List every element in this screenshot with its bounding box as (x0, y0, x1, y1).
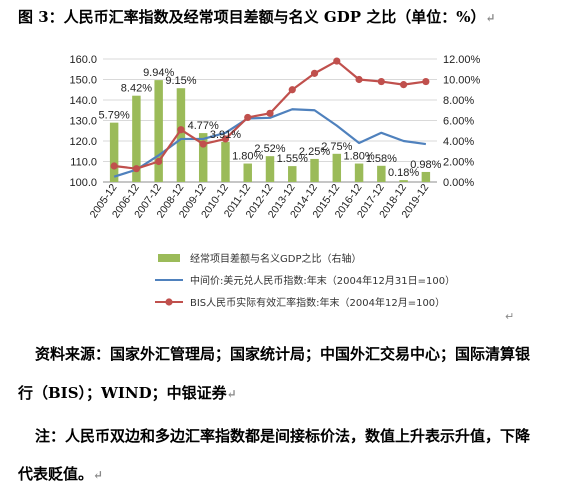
bar (377, 165, 386, 182)
series-marker (288, 86, 296, 94)
right-axis-tick-label: 6.00% (443, 116, 474, 128)
bar-data-label: 1.58% (366, 153, 397, 165)
right-axis-tick-label: 8.00% (443, 95, 474, 107)
series-marker (333, 57, 341, 65)
bar-data-label: 9.94% (143, 67, 174, 79)
bar (132, 95, 141, 182)
right-axis-tick-label: 2.00% (443, 157, 474, 169)
series-marker (400, 81, 408, 89)
note-line-2: 代表贬值。↵ (18, 465, 104, 483)
bar-data-label: 1.80% (232, 151, 263, 163)
series-marker (310, 69, 319, 77)
bar-data-label: 0.98% (410, 159, 441, 171)
right-axis-tick-label: 10.00% (443, 75, 481, 87)
series-marker (132, 165, 140, 173)
legend-label: BIS人民币实际有效汇率指数:年末（2004年12月=100） (190, 296, 445, 309)
bar-data-label: 1.80% (343, 151, 374, 163)
legend-swatch-bar (158, 254, 180, 262)
right-axis-tick-label: 4.00% (443, 136, 474, 148)
bar-data-label: 5.79% (99, 110, 130, 122)
bar-data-label: 8.42% (121, 83, 152, 95)
bar (176, 88, 186, 182)
bar-data-label: 3.91% (210, 129, 241, 141)
bar (421, 171, 431, 182)
bar (265, 156, 275, 182)
left-axis-tick-label: 150.0 (69, 75, 97, 87)
left-axis-tick-label: 120.0 (69, 136, 97, 148)
note-line-1: 注：人民币双边和多边汇率指数都是间接标价法，数值上升表示升值，下降 (35, 427, 531, 445)
bar (288, 166, 297, 182)
chart: 100.0 110.0 120.0 130.0 140.0 150.0 160.0 0.00%… (69, 54, 514, 323)
series-marker (422, 77, 430, 86)
right-axis-tick-label: 12.00% (443, 54, 481, 66)
left-axis-tick-label: 100.0 (69, 177, 97, 189)
series-marker (110, 162, 118, 170)
bar (198, 133, 208, 182)
bar (310, 158, 319, 182)
bar-data-label: 4.77% (188, 120, 219, 132)
series-marker (266, 109, 274, 117)
left-axis-tick-label: 130.0 (69, 116, 97, 128)
bar-data-label: 0.18% (388, 167, 419, 179)
paragraph-mark: ↵ (505, 311, 514, 323)
left-axis-tick-label: 140.0 (69, 95, 97, 107)
bar-data-label: 2.25% (299, 146, 330, 158)
series-marker (177, 126, 185, 134)
series-marker (221, 135, 230, 143)
bar (109, 122, 119, 182)
source-line-1: 资料来源：国家外汇管理局；国家统计局；中国外汇交易中心；国际清算银 (35, 345, 531, 363)
bar-data-label: 2.52% (254, 143, 285, 155)
legend-label: 中间价:美元兑人民币指数:年末（2004年12月31日=100） (190, 274, 455, 287)
legend-swatch-marker (165, 298, 173, 306)
bar (221, 141, 230, 182)
bar (154, 80, 163, 182)
bar-data-label: 2.75% (321, 141, 352, 153)
series-marker (244, 113, 252, 122)
bar (332, 153, 342, 182)
bar-data-label: 9.15% (165, 75, 196, 87)
source-line-2: 行（BIS）；WIND；中银证券↵ (18, 384, 237, 402)
series-marker (155, 157, 163, 166)
bar (354, 163, 364, 182)
right-axis-tick-label: 0.00% (443, 177, 474, 189)
bar (243, 163, 252, 182)
series-marker (355, 75, 363, 84)
left-axis-tick-label: 160.0 (69, 54, 97, 66)
bar (399, 180, 408, 182)
figure-title: 图 3：人民币汇率指数及经常项目差额与名义 GDP 之比（单位：%）↵ (18, 8, 496, 26)
series-marker (377, 77, 385, 86)
left-axis-tick-label: 110.0 (70, 157, 97, 169)
series-marker (199, 140, 207, 148)
legend-label: 经常项目差额与名义GDP之比（右轴） (190, 252, 361, 265)
bar-data-label: 1.55% (277, 153, 308, 165)
